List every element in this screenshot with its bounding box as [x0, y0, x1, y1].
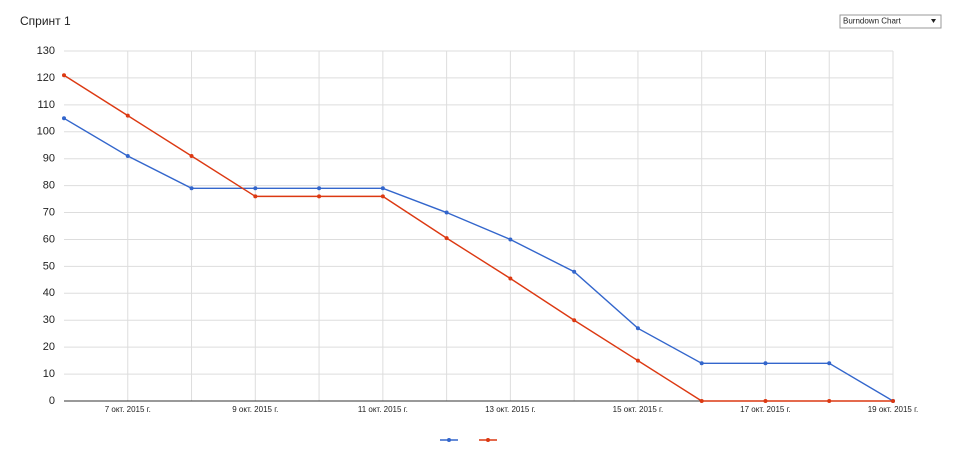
- y-tick-label: 100: [37, 126, 55, 138]
- y-tick-label: 50: [43, 260, 55, 272]
- y-tick-label: 110: [37, 99, 55, 111]
- point: [189, 154, 194, 158]
- point: [253, 186, 258, 191]
- point: [699, 399, 704, 403]
- point: [444, 210, 449, 215]
- point: [253, 194, 258, 199]
- point: [317, 194, 322, 199]
- y-tick-label: 30: [43, 314, 55, 326]
- y-tick-label: 80: [43, 180, 55, 192]
- y-tick-label: 90: [43, 153, 55, 165]
- point: [635, 358, 640, 363]
- legend-dot: [486, 438, 490, 442]
- select-value[interactable]: Burndown Chart: [843, 17, 902, 26]
- y-tick-label: 0: [49, 395, 55, 407]
- point: [317, 186, 322, 191]
- series-line: [63, 74, 893, 402]
- y-tick-label: 120: [37, 72, 55, 84]
- point: [635, 326, 640, 331]
- point: [508, 276, 513, 281]
- x-tick-label: 13 окт. 2015 г.: [485, 405, 536, 414]
- point: [891, 399, 895, 403]
- point: [763, 361, 768, 366]
- point: [444, 236, 449, 241]
- x-tick-label: 15 окт. 2015 г.: [613, 405, 664, 414]
- y-tick-label: 40: [43, 287, 55, 299]
- point: [62, 116, 66, 121]
- x-tick-label: 9 окт. 2015 г.: [232, 405, 278, 414]
- point: [125, 154, 130, 158]
- chart-select[interactable]: Burndown Chart: [839, 14, 942, 29]
- point: [380, 194, 385, 199]
- point: [763, 399, 768, 403]
- point: [827, 399, 832, 403]
- legend-dot: [447, 438, 451, 442]
- point: [508, 237, 513, 242]
- point: [572, 318, 577, 323]
- select-arrow[interactable]: [931, 19, 936, 23]
- point: [62, 73, 66, 78]
- point: [699, 361, 704, 366]
- select-box[interactable]: [839, 14, 942, 29]
- series-line: [63, 117, 894, 402]
- point: [125, 113, 130, 118]
- point: [827, 361, 832, 366]
- x-tick-label: 7 окт. 2015 г.: [105, 405, 151, 414]
- x-tick-label: 11 окт. 2015 г.: [358, 405, 408, 414]
- x-tick-label: 17 окт. 2015 г.: [740, 405, 791, 414]
- y-tick-label: 70: [43, 206, 55, 218]
- point: [572, 269, 577, 274]
- sprint-title: Спринт 1: [20, 14, 71, 28]
- point: [380, 186, 385, 191]
- y-tick-label: 60: [43, 233, 55, 245]
- x-tick-label: 19 окт. 2015 г.: [868, 405, 919, 414]
- y-tick-label: 20: [43, 341, 55, 353]
- point: [189, 186, 194, 191]
- y-tick-label: 10: [43, 368, 55, 380]
- y-tick-label: 130: [37, 45, 55, 57]
